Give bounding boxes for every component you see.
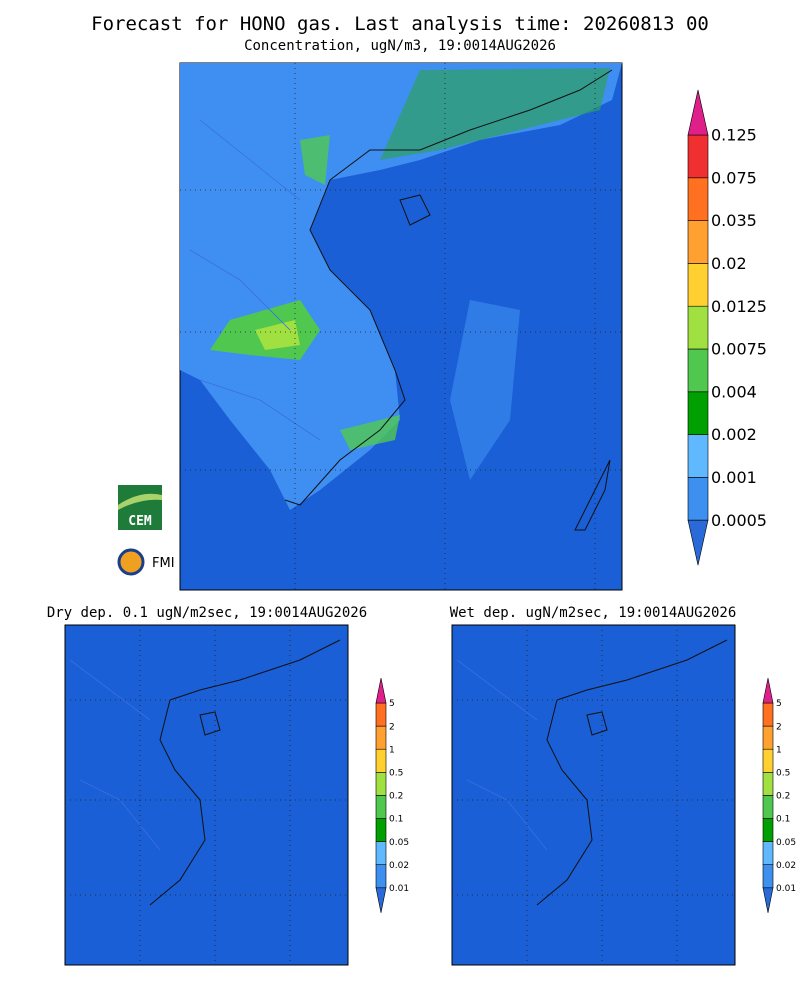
colorbar-segment <box>375 771 387 796</box>
colorbar-arrow <box>687 89 709 136</box>
colorbar-segment <box>762 748 774 773</box>
colorbar-segment <box>375 748 387 773</box>
colorbar-label: 0.002 <box>711 425 757 444</box>
panel-title: Wet dep. ugN/m2sec, 19:0014AUG2026 <box>450 605 737 621</box>
colorbar-label: 0.035 <box>711 211 757 230</box>
colorbar-label: 2 <box>776 722 782 732</box>
colorbar-segment <box>375 818 387 842</box>
colorbar-segment <box>687 305 709 350</box>
colorbar-segment <box>762 702 774 727</box>
colorbar-arrow <box>375 887 387 913</box>
subtitle: Concentration, ugN/m3, 19:0014AUG2026 <box>244 38 556 54</box>
colorbar-segment <box>687 477 709 521</box>
colorbar-segment <box>687 263 709 307</box>
colorbar-label: 1 <box>776 745 782 755</box>
colorbar-label: 0.0125 <box>711 297 767 316</box>
colorbar-label: 0.2 <box>389 792 403 802</box>
colorbar-segment <box>375 864 387 889</box>
colorbar-segment <box>687 348 709 393</box>
fmi-logo: FMI <box>117 548 175 576</box>
colorbar-segment <box>687 434 709 478</box>
title: Forecast for HONO gas. Last analysis tim… <box>91 13 709 35</box>
colorbar-label: 5 <box>776 699 782 709</box>
colorbar-segment <box>375 702 387 727</box>
colorbar-label: 0.01 <box>776 884 796 894</box>
colorbar-label: 2 <box>389 722 395 732</box>
colorbar-arrow <box>375 677 387 704</box>
colorbar-label: 0.0005 <box>711 511 767 530</box>
dry-colorbar: 5 2 1 0.5 0.2 0.1 0.05 0.02 0.01 <box>375 677 409 913</box>
cem-logo: CEM <box>118 485 162 530</box>
cem-text: CEM <box>128 514 152 529</box>
colorbar-label: 0.5 <box>776 768 790 778</box>
colorbar-label: 0.0075 <box>711 340 767 359</box>
colorbar-segment <box>762 818 774 842</box>
colorbar-label: 0.1 <box>776 815 790 825</box>
colorbar-segment <box>375 795 387 819</box>
colorbar-segment <box>762 864 774 889</box>
colorbar-label: 0.05 <box>776 838 796 848</box>
colorbar-label: 0.01 <box>389 884 409 894</box>
wet-dep-map: Wet dep. ugN/m2sec, 19:0014AUG2026 <box>450 605 737 966</box>
main-map <box>179 62 623 591</box>
colorbar-segment <box>762 771 774 796</box>
colorbar-label: 1 <box>389 745 395 755</box>
colorbar-label: 0.05 <box>389 838 409 848</box>
colorbar-segment <box>762 725 774 750</box>
colorbar-segment <box>762 795 774 819</box>
colorbar-segment <box>375 725 387 750</box>
colorbar-label: 0.02 <box>389 861 409 871</box>
colorbar-segment <box>687 177 709 221</box>
colorbar-segment <box>762 841 774 865</box>
colorbar-segment <box>375 841 387 865</box>
colorbar-label: 0.02 <box>711 254 747 273</box>
colorbar-label: 0.075 <box>711 168 757 187</box>
panel-title: Dry dep. 0.1 ugN/m2sec, 19:0014AUG2026 <box>47 605 367 621</box>
main-colorbar: 0.125 0.075 0.035 0.02 0.0125 0.0075 0.004 0.00… <box>687 89 767 566</box>
colorbar-label: 0.02 <box>776 861 796 871</box>
colorbar-arrow <box>687 519 709 566</box>
fmi-text: FMI <box>152 556 175 571</box>
colorbar-label: 0.001 <box>711 468 757 487</box>
colorbar-label: 0.004 <box>711 382 757 401</box>
colorbar-label: 0.125 <box>711 126 757 145</box>
colorbar-arrow <box>762 887 774 913</box>
colorbar-segment <box>687 134 709 179</box>
dry-dep-map: Dry dep. 0.1 ugN/m2sec, 19:0014AUG2026 <box>47 605 367 966</box>
colorbar-arrow <box>762 677 774 704</box>
colorbar-segment <box>687 220 709 264</box>
colorbar-label: 0.2 <box>776 792 790 802</box>
wet-colorbar: 5 2 1 0.5 0.2 0.1 0.05 0.02 0.01 <box>762 677 796 913</box>
colorbar-label: 0.1 <box>389 815 403 825</box>
colorbar-label: 5 <box>389 699 395 709</box>
colorbar-segment <box>687 391 709 435</box>
colorbar-label: 0.5 <box>389 768 403 778</box>
